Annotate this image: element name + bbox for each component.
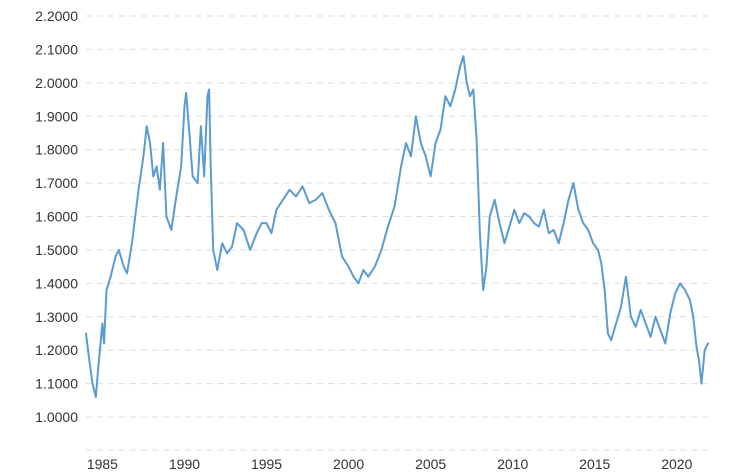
y-tick-label: 1.3000 bbox=[35, 309, 78, 325]
x-tick-label: 2015 bbox=[579, 456, 610, 472]
x-tick-label: 2010 bbox=[497, 456, 528, 472]
y-tick-label: 1.0000 bbox=[35, 409, 78, 425]
grid-lines bbox=[86, 15, 708, 451]
y-tick-label: 1.8000 bbox=[35, 142, 78, 158]
y-tick-label: 2.1000 bbox=[35, 41, 78, 57]
x-axis-ticks: 1985 1990 1995 2000 2005 2010 2015 2020 bbox=[87, 456, 693, 472]
y-tick-label: 1.4000 bbox=[35, 275, 78, 291]
y-tick-label: 1.6000 bbox=[35, 209, 78, 225]
y-tick-label: 1.9000 bbox=[35, 108, 78, 124]
y-tick-label: 2.2000 bbox=[35, 8, 78, 24]
y-tick-label: 1.2000 bbox=[35, 342, 78, 358]
series-line bbox=[85, 55, 709, 398]
x-tick-label: 1995 bbox=[251, 456, 282, 472]
x-tick-label: 2005 bbox=[415, 456, 446, 472]
x-tick-label: 1990 bbox=[169, 456, 200, 472]
y-axis-ticks: 1.0000 1.1000 1.2000 1.3000 1.4000 1.5000 1.60… bbox=[35, 8, 78, 425]
x-tick-label: 2020 bbox=[661, 456, 692, 472]
y-tick-label: 1.1000 bbox=[35, 376, 78, 392]
y-tick-label: 2.0000 bbox=[35, 75, 78, 91]
y-tick-label: 1.5000 bbox=[35, 242, 78, 258]
y-tick-label: 1.7000 bbox=[35, 175, 78, 191]
x-tick-label: 2000 bbox=[333, 456, 364, 472]
x-tick-label: 1985 bbox=[87, 456, 118, 472]
